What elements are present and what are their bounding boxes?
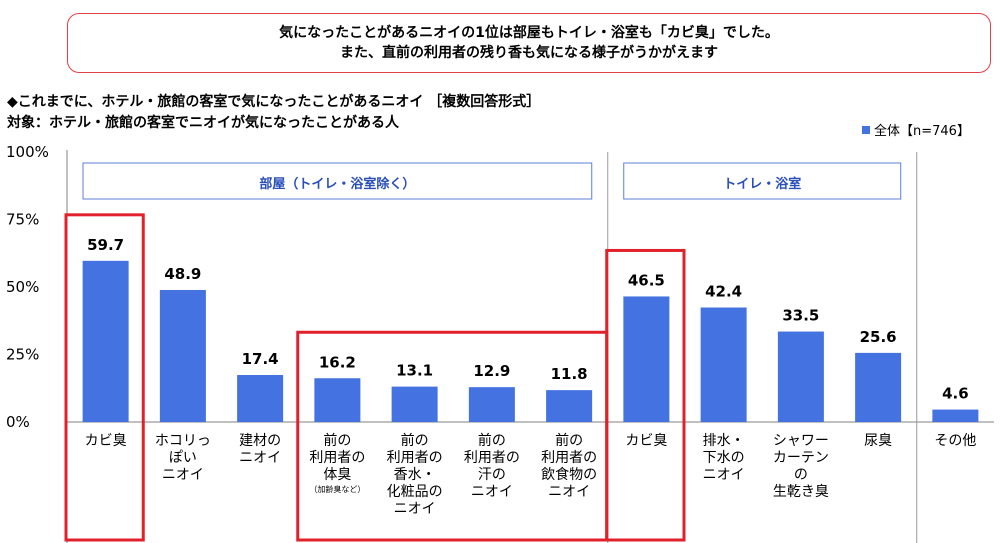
- legend-swatch: [862, 125, 870, 134]
- y-tick-label: 0%: [6, 413, 30, 431]
- category-label: 前の 利用者の 汗の ニオイ: [463, 433, 520, 500]
- y-tick-label: 50%: [6, 278, 39, 296]
- category-label: ホコリっ ぽい ニオイ: [154, 433, 211, 483]
- bar: [468, 387, 515, 422]
- y-tick-label: 25%: [6, 346, 39, 364]
- data-label: 16.2: [319, 353, 356, 371]
- category-label: 尿臭: [864, 433, 893, 449]
- category-label: 前の 利用者の 飲食物の ニオイ: [541, 433, 598, 500]
- data-label: 11.8: [551, 365, 588, 383]
- category-label: カビ臭: [84, 433, 127, 449]
- data-label: 42.4: [705, 283, 742, 301]
- category-label: 建材の ニオイ: [239, 433, 282, 466]
- chart-title: ◆これまでに、ホテル・旅館の客室で気になったことがあるニオイ ［複数回答形式］: [7, 94, 541, 110]
- bar: [700, 307, 747, 422]
- data-label: 48.9: [164, 265, 201, 283]
- category-label: シャワー カーテンの生乾き臭: [772, 433, 829, 500]
- highlight-box: [64, 213, 145, 542]
- bar: [623, 296, 670, 422]
- data-label: 17.4: [242, 350, 279, 368]
- summary-line-1: 気になったことがあるニオイの1位は部屋もトイレ・浴室も「カビ臭」でした。: [279, 25, 779, 41]
- data-label: 59.7: [87, 236, 124, 254]
- chart-subtitle: 対象：ホテル・旅館の客室でニオイが気になったことがある人: [7, 115, 399, 131]
- bar: [159, 289, 206, 422]
- group-header-label: 部屋（トイレ・浴室除く）: [259, 177, 416, 192]
- data-label: 25.6: [860, 328, 897, 346]
- bar: [855, 352, 902, 422]
- legend-label: 全体【n=746】: [874, 124, 970, 139]
- bar: [777, 331, 824, 422]
- legend: 全体【n=746】: [862, 120, 970, 139]
- bar: [932, 409, 979, 422]
- bar: [82, 260, 129, 422]
- highlight-box: [605, 248, 686, 542]
- group-header-label: トイレ・浴室: [723, 177, 802, 192]
- group-header-box: [623, 162, 902, 200]
- category-label: 前の 利用者の 体臭 （加齢臭など）: [309, 433, 366, 494]
- category-label: カビ臭: [625, 433, 668, 449]
- bar: [546, 390, 593, 422]
- data-label: 13.1: [396, 362, 433, 380]
- data-label: 46.5: [628, 271, 665, 289]
- group-header-box: [82, 162, 593, 200]
- y-tick-label: 100%: [6, 143, 49, 161]
- category-label: 排水・ 下水の ニオイ: [702, 433, 745, 483]
- category-label: 前の 利用者の 香水・ 化粧品の ニオイ: [386, 433, 443, 517]
- summary-line-2: また、直前の利用者の残り香も気になる様子がうかがえます: [340, 45, 718, 61]
- bar: [314, 378, 361, 422]
- bar: [391, 386, 438, 422]
- data-label: 4.6: [942, 385, 969, 403]
- bar: [237, 375, 284, 422]
- y-tick-label: 75%: [6, 211, 39, 229]
- data-label: 33.5: [782, 307, 819, 325]
- category-label: その他: [934, 433, 977, 449]
- summary-box: 気になったことがあるニオイの1位は部屋もトイレ・浴室も「カビ臭」でした。 また、…: [67, 13, 991, 73]
- data-label: 12.9: [473, 362, 510, 380]
